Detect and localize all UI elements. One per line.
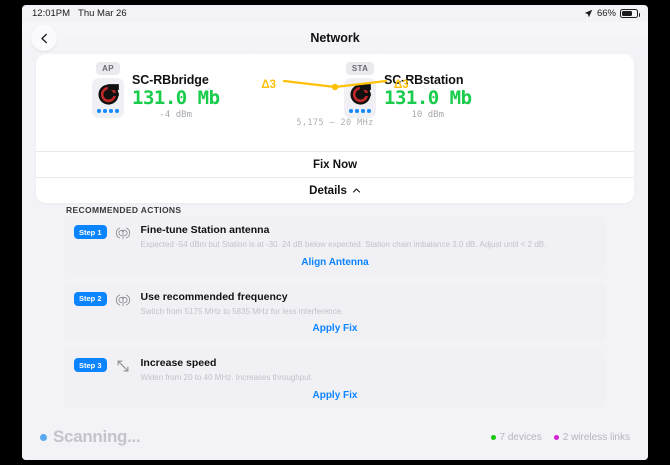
divider bbox=[36, 151, 634, 152]
chevron-left-icon bbox=[40, 33, 47, 43]
chevron-up-icon bbox=[352, 188, 360, 193]
role-badge-ap: AP bbox=[96, 62, 120, 75]
link-frequency: 5,175 — 20 MHz bbox=[296, 118, 374, 128]
nav-bar: Network bbox=[22, 22, 648, 54]
step-title: Fine-tune Station antenna bbox=[140, 224, 270, 236]
scanning-status: Scanning... bbox=[40, 427, 141, 447]
node-ap[interactable]: AP bbox=[36, 56, 268, 120]
apply-fix-button[interactable]: Apply Fix bbox=[312, 389, 358, 401]
links-dot-icon bbox=[553, 434, 559, 440]
delta-right: Δ3 bbox=[394, 79, 409, 91]
recommended-actions-header: RECOMMENDED ACTIONS bbox=[66, 205, 182, 215]
antenna-signal-icon bbox=[115, 227, 130, 240]
page-title: Network bbox=[310, 31, 360, 45]
step-card[interactable]: Step 3 Increase speed Widen from 20 to 4… bbox=[64, 349, 606, 408]
step-card[interactable]: Step 1 Fine-tune Station antenna Expecte… bbox=[64, 216, 606, 275]
battery-icon bbox=[620, 9, 640, 18]
link-line-icon bbox=[282, 79, 388, 91]
location-arrow-icon bbox=[584, 9, 593, 18]
devices-count-label: 7 devices bbox=[499, 431, 542, 443]
scanning-dot-icon bbox=[40, 433, 47, 441]
status-date: Thu Mar 26 bbox=[78, 8, 127, 19]
expand-arrows-icon bbox=[117, 360, 128, 372]
device-name-ap: SC-RBbridge bbox=[132, 73, 209, 87]
divider bbox=[36, 177, 634, 178]
device-name-sta: SC-RBstation bbox=[384, 73, 464, 87]
antenna-signal-icon bbox=[115, 294, 130, 306]
step-description: Switch from 5175 MHz to 5835 MHz for les… bbox=[140, 306, 344, 316]
device-signal-sta: 10 dBm bbox=[411, 110, 445, 121]
step-title: Use recommended frequency bbox=[140, 290, 288, 303]
links-count-label: 2 wireless links bbox=[562, 431, 630, 443]
device-rate-ap: 131.0 Mb bbox=[132, 87, 220, 109]
bottom-status-bar: Scanning... 7 devices 2 wireless links bbox=[22, 418, 648, 460]
apply-fix-button[interactable]: Apply Fix bbox=[312, 323, 358, 335]
step-card[interactable]: Step 2 Use recommended frequency Switch … bbox=[64, 282, 606, 342]
battery-percent: 66% bbox=[596, 8, 616, 19]
step-badge: Step 3 bbox=[74, 358, 107, 373]
status-time: 12:01PM bbox=[32, 8, 71, 19]
step-description: Widen from 20 to 40 MHz. Increases throu… bbox=[140, 373, 314, 383]
device-signal-ap: -4 dBm bbox=[159, 110, 193, 121]
role-badge-sta: STA bbox=[345, 62, 375, 75]
details-toggle[interactable]: Details bbox=[36, 178, 634, 203]
devices-count-stat: 7 devices bbox=[490, 431, 542, 443]
step-title: Increase speed bbox=[140, 357, 217, 370]
status-bar: 12:01PM Thu Mar 26 66% bbox=[22, 5, 648, 22]
details-label: Details bbox=[309, 184, 347, 197]
step-badge: Step 1 bbox=[74, 225, 107, 239]
link-indicator: Δ3 Δ3 5,175 — 20 MHz bbox=[250, 76, 420, 128]
step-description: Expected -54 dBm but Station is at -30. … bbox=[140, 240, 547, 250]
back-button[interactable] bbox=[31, 25, 57, 51]
step-badge: Step 2 bbox=[74, 291, 107, 306]
router-device-icon bbox=[92, 78, 124, 118]
link-row: AP bbox=[36, 54, 634, 151]
links-count-stat: 2 wireless links bbox=[553, 431, 630, 443]
devices-dot-icon bbox=[490, 434, 496, 440]
network-link-card: AP bbox=[36, 54, 634, 203]
device-rate-sta: 131.0 Mb bbox=[384, 87, 472, 109]
delta-left: Δ3 bbox=[261, 79, 276, 91]
recommended-actions-list: Step 1 Fine-tune Station antenna Expecte… bbox=[64, 216, 606, 416]
scanning-label: Scanning... bbox=[53, 427, 141, 446]
fix-now-button[interactable]: Fix Now bbox=[36, 152, 634, 177]
screen: 12:01PM Thu Mar 26 66% Network bbox=[22, 5, 648, 460]
align-antenna-button[interactable]: Align Antenna bbox=[301, 256, 369, 268]
